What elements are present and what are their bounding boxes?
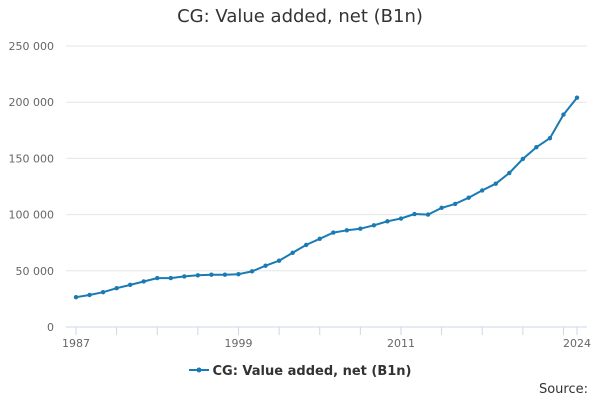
x-tick-label: 1999	[224, 337, 252, 350]
y-tick-label: 150 000	[9, 152, 55, 165]
y-axis-ticks: 0 50 000 100 000 150 000 200 000 250 000	[9, 40, 55, 334]
y-tick-label: 100 000	[9, 209, 55, 222]
data-point[interactable]	[303, 242, 309, 248]
data-point[interactable]	[195, 273, 201, 278]
data-point[interactable]	[520, 156, 526, 162]
data-point[interactable]	[534, 144, 539, 150]
data-point[interactable]	[127, 282, 133, 288]
data-point[interactable]	[236, 271, 241, 277]
data-point[interactable]	[344, 228, 350, 233]
data-point[interactable]	[480, 188, 485, 193]
legend[interactable]: CG: Value added, net (B1n)	[0, 364, 600, 379]
data-point[interactable]	[547, 135, 553, 141]
grid-lines	[66, 45, 587, 272]
x-tick-label: 2011	[387, 337, 415, 350]
source-label: Source:	[538, 382, 588, 397]
y-tick-label: 50 000	[16, 265, 55, 278]
data-point[interactable]	[358, 226, 363, 231]
data-point[interactable]	[263, 263, 268, 268]
data-point[interactable]	[507, 170, 512, 176]
x-tick-label: 1987	[62, 337, 90, 350]
data-point[interactable]	[290, 250, 295, 256]
data-point[interactable]	[168, 275, 173, 281]
data-point[interactable]	[439, 205, 444, 211]
x-tick-label: 2024	[563, 337, 591, 350]
data-point[interactable]	[182, 274, 187, 279]
chart-title: CG: Value added, net (B1n)	[177, 6, 423, 27]
data-point[interactable]	[466, 195, 471, 200]
data-point[interactable]	[249, 269, 255, 274]
y-tick-label: 250 000	[9, 40, 55, 53]
data-point[interactable]	[222, 272, 228, 277]
data-point[interactable]	[412, 211, 417, 217]
data-point[interactable]	[114, 286, 119, 291]
data-point[interactable]	[276, 258, 282, 263]
legend-label: CG: Value added, net (B1n)	[212, 364, 412, 379]
y-tick-label: 0	[47, 321, 54, 334]
data-point[interactable]	[385, 219, 390, 224]
x-axis: 1987 1999 2011 2024	[62, 326, 591, 350]
data-point[interactable]	[100, 289, 106, 295]
data-point[interactable]	[73, 295, 79, 300]
data-point[interactable]	[87, 292, 92, 298]
data-point[interactable]	[574, 95, 580, 100]
data-point[interactable]	[141, 279, 146, 284]
data-point[interactable]	[493, 181, 498, 186]
data-point[interactable]	[331, 230, 336, 235]
data-point[interactable]	[371, 223, 377, 228]
series-layer	[73, 95, 580, 300]
data-point[interactable]	[452, 201, 458, 207]
legend-swatch-icon	[188, 367, 209, 373]
series-line	[75, 97, 578, 299]
data-point[interactable]	[155, 275, 160, 281]
data-point[interactable]	[209, 272, 214, 277]
data-point[interactable]	[398, 216, 404, 221]
data-point[interactable]	[561, 112, 566, 117]
data-point[interactable]	[425, 212, 431, 217]
data-point[interactable]	[317, 236, 322, 241]
y-tick-label: 200 000	[9, 96, 55, 109]
